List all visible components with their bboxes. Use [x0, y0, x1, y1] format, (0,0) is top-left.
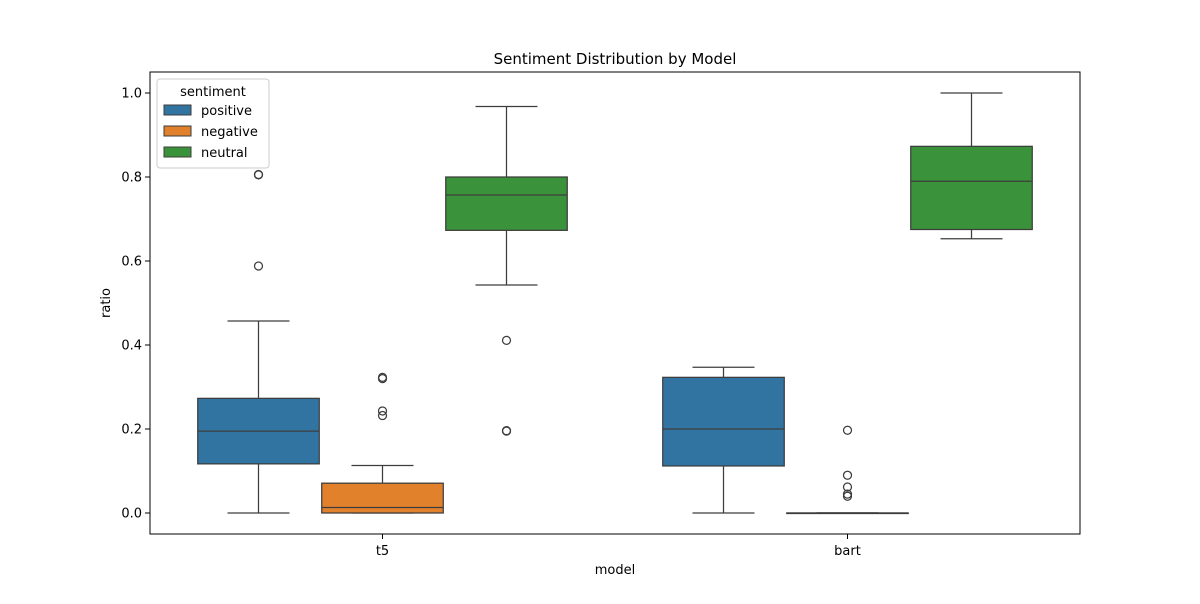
- legend-item-positive: positive: [163, 104, 252, 119]
- legend-frame: [156, 78, 270, 169]
- y-tick-label: 0.0: [121, 507, 142, 522]
- x-axis-label: model: [595, 563, 635, 578]
- legend-label: negative: [201, 125, 258, 140]
- box-negative-bart: [786, 425, 909, 515]
- legend-item-neutral: neutral: [163, 146, 248, 161]
- y-axis: 0.0 0.2 0.4 0.6 0.8 1.0: [121, 87, 150, 522]
- box-iqr: [662, 376, 785, 467]
- legend-label: positive: [201, 104, 252, 119]
- box-plots: [197, 92, 1033, 515]
- y-axis-label: ratio: [99, 288, 114, 318]
- outlier-point: [253, 169, 264, 180]
- chart-title: Sentiment Distribution by Model: [494, 50, 737, 68]
- y-tick-label: 0.2: [121, 423, 142, 438]
- outlier-point: [842, 482, 853, 492]
- outlier-point: [253, 261, 264, 271]
- legend-swatch: [163, 146, 192, 158]
- legend: sentiment positive negative neutral: [156, 78, 270, 169]
- outlier-point: [501, 335, 512, 346]
- box-iqr: [445, 176, 568, 231]
- legend-swatch: [163, 104, 192, 116]
- legend-title: sentiment: [180, 85, 246, 100]
- box-neutral-t5: [445, 105, 568, 436]
- y-tick-label: 0.4: [121, 339, 142, 354]
- legend-item-negative: negative: [163, 125, 258, 140]
- x-tick-label: bart: [834, 544, 861, 559]
- y-tick-label: 0.8: [121, 171, 142, 186]
- legend-label: neutral: [201, 146, 248, 161]
- outlier-point: [377, 372, 388, 382]
- legend-swatch: [163, 125, 192, 137]
- y-tick-label: 1.0: [121, 87, 142, 102]
- x-axis: t5 bart: [376, 534, 861, 559]
- box-positive-bart: [662, 366, 785, 514]
- y-tick-label: 0.6: [121, 255, 142, 270]
- box-positive-t5: [197, 169, 320, 514]
- plot-area: [150, 72, 1080, 534]
- outlier-point: [842, 425, 853, 435]
- outlier-point: [377, 406, 388, 416]
- box-iqr: [910, 145, 1033, 231]
- outlier-point: [501, 426, 512, 436]
- x-tick-label: t5: [376, 544, 389, 559]
- plot-frame: [149, 71, 1081, 535]
- box-negative-t5: [321, 372, 444, 514]
- box-neutral-bart: [910, 92, 1033, 240]
- outlier-point: [842, 470, 853, 480]
- outlier-point: [842, 489, 853, 499]
- legend-items: positive negative neutral: [163, 104, 258, 161]
- box-iqr: [321, 482, 444, 514]
- outlier-point: [377, 410, 388, 421]
